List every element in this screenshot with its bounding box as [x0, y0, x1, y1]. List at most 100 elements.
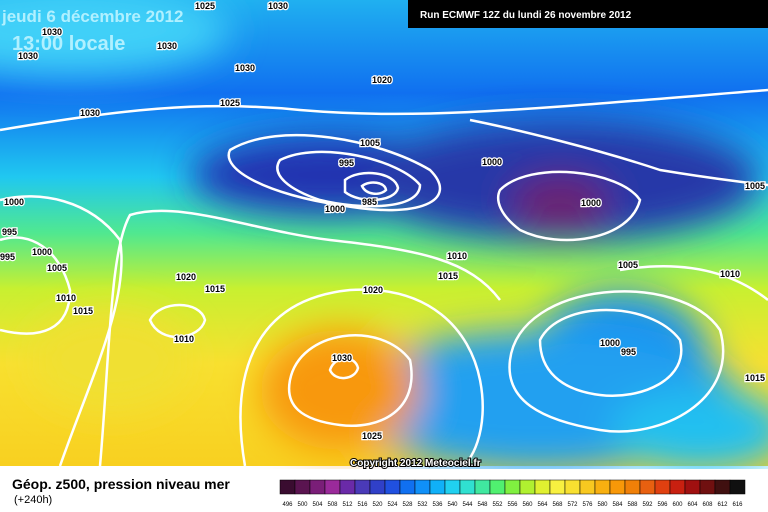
- isobar-label: 1030: [332, 353, 352, 363]
- scale-label: 496: [282, 502, 293, 508]
- scale-swatch: [369, 479, 386, 495]
- scale-label: 612: [717, 502, 728, 508]
- scale-swatch: [489, 479, 506, 495]
- scale-label: 588: [627, 502, 638, 508]
- scale-label: 580: [597, 502, 608, 508]
- scale-swatch: [639, 479, 656, 495]
- scale-swatch: [459, 479, 476, 495]
- scale-label: 504: [312, 502, 323, 508]
- scale-swatch: [684, 479, 701, 495]
- copyright: Copyright 2012 Meteociel.fr: [350, 458, 481, 469]
- isobar-label: 1015: [73, 306, 93, 316]
- isobar-label: 995: [339, 158, 354, 168]
- scale-swatch: [354, 479, 371, 495]
- scale-swatch: [414, 479, 431, 495]
- isobar-label: 1030: [18, 51, 38, 61]
- scale-swatch: [519, 479, 536, 495]
- isobar-label: 1000: [482, 157, 502, 167]
- isobar-label: 1000: [581, 198, 601, 208]
- footer-lead: (+240h): [14, 494, 52, 506]
- isobar-label: 1020: [363, 285, 383, 295]
- scale-swatch: [714, 479, 731, 495]
- scale-label: 500: [297, 502, 308, 508]
- scale-swatch: [609, 479, 626, 495]
- isobar-label: 1015: [745, 373, 765, 383]
- scale-swatch: [729, 479, 746, 495]
- isobar-label: 1030: [157, 41, 177, 51]
- color-scale: 496 500 504 508 512 516 520 524 528 532 536 540 544 5…: [279, 479, 746, 508]
- isobar-label: 1020: [372, 75, 392, 85]
- isobar-label: 1030: [80, 108, 100, 118]
- isobar-label: 1025: [195, 1, 215, 11]
- scale-swatch: [399, 479, 416, 495]
- isobar-label: 995: [2, 227, 17, 237]
- scale-label: 540: [447, 502, 458, 508]
- scale-label: 556: [507, 502, 518, 508]
- scale-label: 584: [612, 502, 623, 508]
- isobar-label: 1010: [56, 293, 76, 303]
- scale-swatch: [429, 479, 446, 495]
- scale-swatch: [309, 479, 326, 495]
- scale-swatch: [279, 479, 296, 495]
- isobar-label: 1005: [618, 260, 638, 270]
- scale-swatch: [534, 479, 551, 495]
- scale-label: 536: [432, 502, 443, 508]
- scale-swatch: [294, 479, 311, 495]
- isobar-label: 995: [621, 347, 636, 357]
- isobars: [0, 88, 768, 468]
- scale-label: 564: [537, 502, 548, 508]
- isobar-label: 1015: [205, 284, 225, 294]
- isobar-label: 1000: [32, 247, 52, 257]
- scale-swatch: [564, 479, 581, 495]
- run-box: [408, 0, 768, 28]
- isobar-label: 1030: [235, 63, 255, 73]
- isobar-label: 1000: [4, 197, 24, 207]
- scale-label: 572: [567, 502, 578, 508]
- isobar-labels: 1025 1030 1030 1030 1030 1030 1020 1025 1030 1005…: [0, 0, 766, 442]
- scale-label: 548: [477, 502, 488, 508]
- scale-swatch: [339, 479, 356, 495]
- isobar-label: 1005: [47, 263, 67, 273]
- scale-label: 508: [327, 502, 338, 508]
- scale-label: 520: [372, 502, 383, 508]
- footer-caption: Géop. z500, pression niveau mer: [12, 476, 230, 492]
- scale-swatch: [504, 479, 521, 495]
- map-title: jeudi 6 décembre 2012: [1, 7, 183, 26]
- scale-label: 524: [387, 502, 398, 508]
- scale-label: 616: [732, 502, 743, 508]
- scale-label: 608: [702, 502, 713, 508]
- scale-label: 516: [357, 502, 368, 508]
- isobar-label: 985: [362, 197, 377, 207]
- scale-label: 560: [522, 502, 533, 508]
- isobar-label: 1010: [174, 334, 194, 344]
- isobar-label: 1010: [447, 251, 467, 261]
- scale-label: 544: [462, 502, 473, 508]
- scale-label: 596: [657, 502, 668, 508]
- scale-swatch: [474, 479, 491, 495]
- scale-label: 512: [342, 502, 353, 508]
- isobar-label: 1025: [362, 431, 382, 441]
- scale-swatch: [669, 479, 686, 495]
- scale-label: 528: [402, 502, 413, 508]
- scale-swatch: [384, 479, 401, 495]
- run-text: Run ECMWF 12Z du lundi 26 novembre 2012: [420, 10, 632, 21]
- isobar-label: 1030: [42, 27, 62, 37]
- scale-label: 604: [687, 502, 698, 508]
- isobar-label: 1005: [745, 181, 765, 191]
- isobar-label: 1000: [325, 204, 345, 214]
- map-time: 13:00 locale: [12, 33, 125, 55]
- isobar-label: 1010: [720, 269, 740, 279]
- isobar-label: 1015: [438, 271, 458, 281]
- scale-label: 552: [492, 502, 503, 508]
- scale-swatch: [699, 479, 716, 495]
- scale-swatch: [324, 479, 341, 495]
- scale-swatch: [594, 479, 611, 495]
- isobar-label: 1030: [268, 1, 288, 11]
- scale-label: 576: [582, 502, 593, 508]
- scale-label: 532: [417, 502, 428, 508]
- scale-swatch: [624, 479, 641, 495]
- scale-swatch: [444, 479, 461, 495]
- isobar-label: 995: [0, 252, 15, 262]
